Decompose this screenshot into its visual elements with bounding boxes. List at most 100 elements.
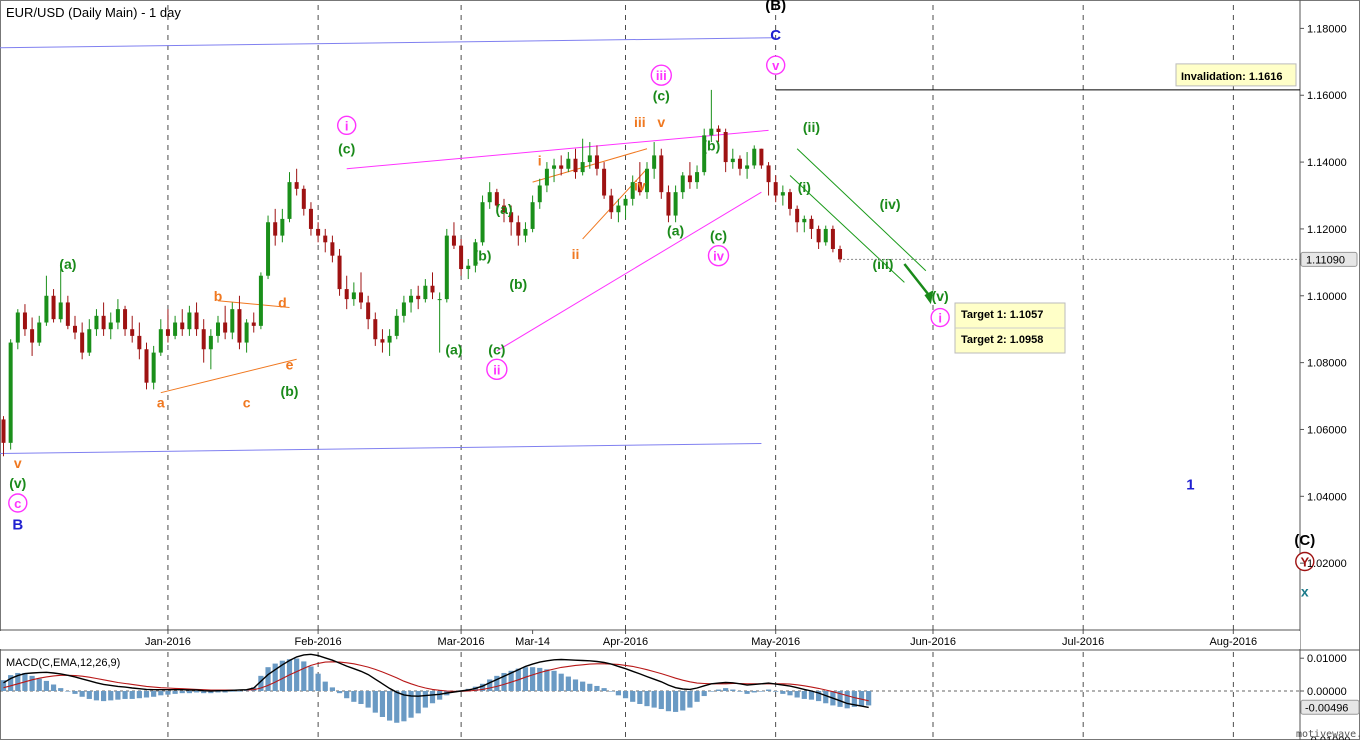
upper-channel-line xyxy=(0,37,776,49)
wave-label-circle xyxy=(1295,551,1315,572)
wave-label: B xyxy=(12,517,23,534)
macd-histogram-bar xyxy=(294,658,300,691)
target-label: Target 2: 1.0958 xyxy=(961,334,1043,346)
macd-histogram-bar xyxy=(58,688,64,691)
green-channel-upper xyxy=(796,148,927,272)
macd-histogram-bar xyxy=(787,691,793,696)
macd-histogram-bar xyxy=(730,689,736,691)
candle-body xyxy=(702,135,707,173)
wave-label: iv xyxy=(634,177,646,193)
y-tick-label: 1.16000 xyxy=(1307,90,1347,102)
candle-body xyxy=(451,235,456,246)
candle-body xyxy=(737,158,742,169)
macd-histogram-bar xyxy=(358,691,364,704)
candle-body xyxy=(380,339,385,343)
x-tick-label: Mar-14 xyxy=(515,636,550,648)
macd-line xyxy=(3,653,869,709)
candle-body xyxy=(523,228,528,236)
candle-body xyxy=(666,192,671,216)
candle-body xyxy=(416,295,421,300)
wave-label: (a) xyxy=(59,256,76,272)
macd-histogram-bar xyxy=(65,691,71,692)
macd-histogram-bar xyxy=(222,691,228,693)
wave-label: (ii) xyxy=(803,119,820,135)
macd-histogram-bar xyxy=(630,691,636,702)
macd-histogram-bar xyxy=(780,691,786,694)
wave-label: i xyxy=(538,152,542,168)
x-tick-label: Jun-2016 xyxy=(910,636,956,648)
invalidation-label: Invalidation: 1.1616 xyxy=(1181,71,1282,83)
candle-body xyxy=(251,322,256,326)
macd-histogram-bar xyxy=(687,691,693,708)
candle-body xyxy=(401,302,406,316)
candle-body xyxy=(459,245,464,270)
macd-histogram-bar xyxy=(179,691,185,694)
y-tick-label: 1.10000 xyxy=(1307,291,1347,303)
wave-label: (iv) xyxy=(880,196,901,212)
candle-body xyxy=(423,285,428,300)
macd-histogram-bar xyxy=(637,691,643,704)
macd-histogram-bar xyxy=(601,688,607,691)
candle-body xyxy=(101,315,106,330)
wave-label: ii xyxy=(572,246,580,262)
wave-label: i xyxy=(938,311,942,326)
trendline-layer: Invalidation: 1.1616 Target 1: 1.1057 Targ… xyxy=(0,37,1300,455)
candle-body xyxy=(673,192,678,216)
candle-body xyxy=(287,182,292,219)
candle-body xyxy=(566,158,571,169)
macd-histogram-bar xyxy=(715,689,722,691)
wave-label-circle xyxy=(486,358,508,381)
candle-body xyxy=(473,242,478,266)
candle-body xyxy=(230,309,235,333)
macd-histogram-bar xyxy=(522,667,529,691)
candle-body xyxy=(123,309,128,330)
x-tick-label: May-2016 xyxy=(751,636,800,648)
macd-histogram-bar xyxy=(279,660,285,691)
macd-histogram-bar xyxy=(258,675,264,691)
candle-body xyxy=(766,165,771,183)
wave-label: a xyxy=(157,395,165,411)
macd-histogram-bar xyxy=(851,691,857,707)
candle-body xyxy=(587,155,592,163)
candle-body xyxy=(516,222,521,236)
wave-label: (c) xyxy=(488,341,505,357)
candle-body xyxy=(816,228,821,243)
wave-label: (a) xyxy=(445,341,462,357)
macd-histogram-bar xyxy=(708,691,714,692)
macd-histogram-bar xyxy=(351,691,357,702)
wave-label: i xyxy=(345,118,349,133)
invalidation-box xyxy=(1175,63,1297,87)
candle-body xyxy=(308,208,313,229)
candles-layer xyxy=(1,89,843,457)
candle-body xyxy=(530,202,535,229)
candle-body xyxy=(180,322,185,330)
wave-label: (b) xyxy=(702,137,720,153)
macd-histogram-bar xyxy=(172,691,178,694)
macd-title: MACD(C,EMA,12,26,9) xyxy=(6,657,120,669)
candle-body xyxy=(280,218,285,236)
macd-histogram-bar xyxy=(265,667,271,691)
macd-histogram-bar xyxy=(272,663,278,691)
wave-label: (b) xyxy=(281,383,299,399)
macd-histogram-bar xyxy=(622,691,629,699)
macd-histogram-bar xyxy=(765,689,772,691)
candle-body xyxy=(223,322,228,333)
x-tick-label: Jul-2016 xyxy=(1062,636,1104,648)
candle-body xyxy=(552,165,557,169)
macd-histogram-bar xyxy=(758,691,764,692)
candle-body xyxy=(273,222,278,236)
macd-histogram-bar xyxy=(122,691,128,699)
time-axis-band xyxy=(0,631,1300,649)
wave-label: e xyxy=(286,356,294,372)
candle-body xyxy=(15,312,20,343)
macd-histogram-bar xyxy=(544,669,550,691)
candle-body xyxy=(373,319,378,340)
macd-histogram-bar xyxy=(615,691,621,696)
macd-histogram-bar xyxy=(508,670,514,691)
candle-body xyxy=(87,329,92,353)
candle-body xyxy=(409,295,414,303)
candle-body xyxy=(94,315,99,330)
candle-body xyxy=(108,322,113,330)
